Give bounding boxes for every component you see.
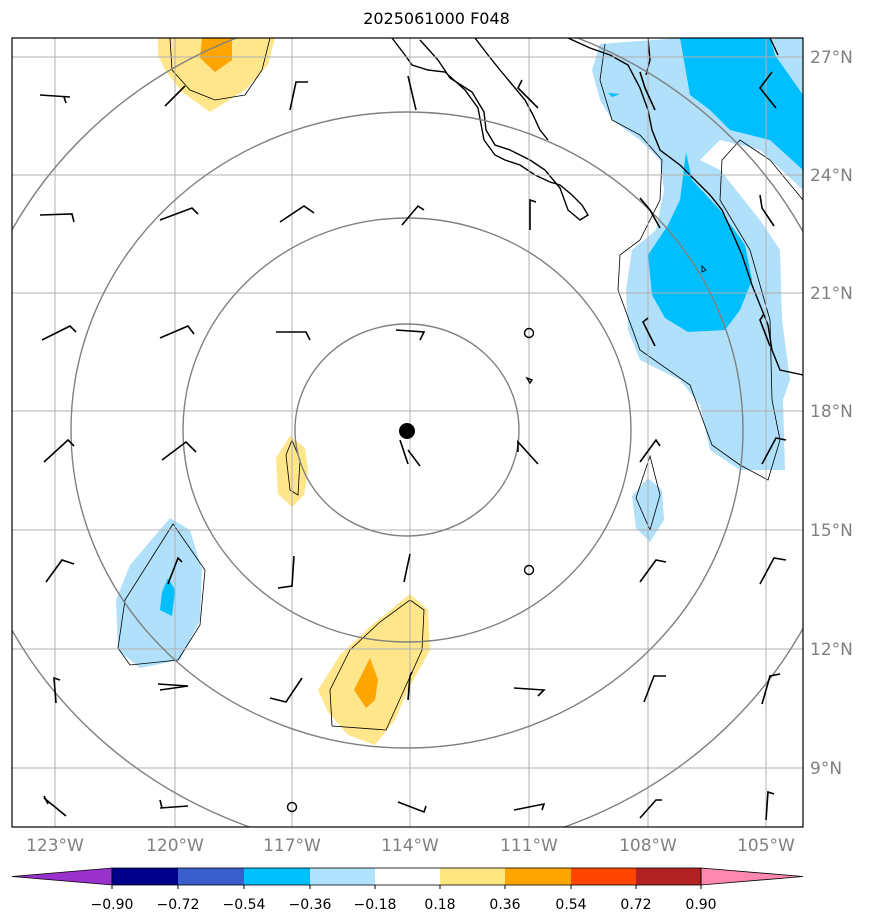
lon-label: 123°W <box>26 836 84 856</box>
range-ring-3 <box>70 111 744 749</box>
colorbar-segment <box>440 868 505 885</box>
lat-label: 27°N <box>810 48 853 68</box>
neg-anomaly-dot <box>608 93 620 97</box>
map-title: 2025061000 F048 <box>363 9 510 28</box>
colorbar-outline <box>111 867 702 886</box>
neg-anomaly-mexico-core <box>648 152 752 332</box>
colorbar-tick-label: 0.18 <box>424 897 455 913</box>
colorbar-segment <box>310 868 375 885</box>
lon-label: 111°W <box>500 836 558 856</box>
lon-label: 120°W <box>146 836 204 856</box>
range-ring-1 <box>294 323 520 537</box>
colorbar-segment <box>375 868 440 885</box>
colorbar-tick-label: −0.90 <box>91 897 134 913</box>
anomaly-fills <box>116 38 803 745</box>
lat-label: 18°N <box>810 402 853 422</box>
map-frame <box>11 37 804 828</box>
colorbar-extend-max <box>700 867 804 886</box>
colorbar-segment <box>112 868 178 885</box>
lat-label: 24°N <box>810 166 853 186</box>
colorbar-tick-label: −0.18 <box>354 897 397 913</box>
colorbar-tick-label: −0.54 <box>223 897 266 913</box>
colorbar-tick-label: 0.36 <box>489 897 520 913</box>
neg-anomaly-west <box>116 518 202 668</box>
colorbar: −0.90 −0.72 −0.54 −0.36 −0.18 0.18 0.36 0.54 0.7… <box>11 867 804 913</box>
colorbar-tick-label: 0.54 <box>555 897 586 913</box>
contour-outlines <box>117 38 803 731</box>
colorbar-segment <box>244 868 310 885</box>
storm-center-marker <box>399 423 415 439</box>
lat-label: 12°N <box>810 640 853 660</box>
colorbar-tick-label: 0.72 <box>620 897 651 913</box>
calm-circle <box>523 327 535 339</box>
lat-label: 9°N <box>810 759 842 779</box>
calm-circle <box>523 564 535 576</box>
colorbar-segment <box>505 868 571 885</box>
lon-label: 114°W <box>381 836 439 856</box>
neg-anomaly-ne-core <box>680 38 803 170</box>
lon-label: 108°W <box>619 836 677 856</box>
colorbar-segment <box>636 868 701 885</box>
pos-anomaly-north-core <box>200 38 232 72</box>
pos-anomaly-south-core <box>354 658 378 708</box>
latitude-labels: 27°N 24°N 21°N 18°N 15°N 12°N 9°N <box>810 48 853 779</box>
colorbar-tick-label: −0.36 <box>289 897 332 913</box>
lat-label: 15°N <box>810 521 853 541</box>
calm-circle <box>286 801 298 813</box>
colorbar-segment <box>571 868 636 885</box>
colorbar-tick-label: −0.72 <box>157 897 200 913</box>
lon-label: 105°W <box>737 836 795 856</box>
longitude-labels: 123°W 120°W 117°W 114°W 111°W 108°W 105°… <box>26 836 795 856</box>
range-rings <box>12 38 803 827</box>
colorbar-segment <box>178 868 244 885</box>
neg-anomaly-west-core <box>160 578 175 616</box>
lon-label: 117°W <box>263 836 321 856</box>
lat-label: 21°N <box>810 284 853 304</box>
colorbar-tick-label: 0.90 <box>685 897 716 913</box>
calm-markers <box>286 327 535 813</box>
colorbar-extend-min <box>11 867 113 886</box>
wind-barbs <box>39 71 787 821</box>
